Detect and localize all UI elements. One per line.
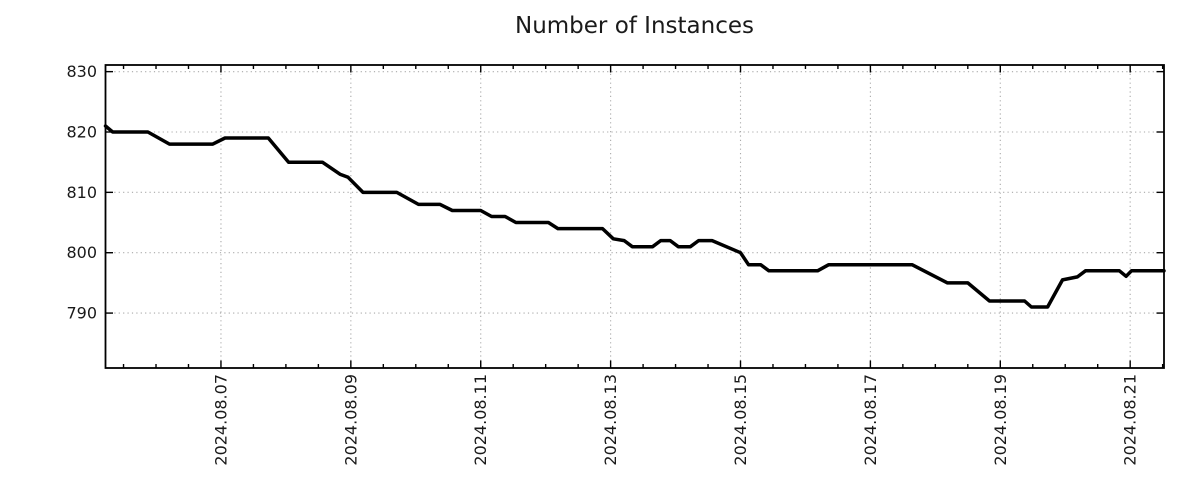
y-tick-label: 830 — [66, 62, 97, 81]
gridlines — [105, 65, 1164, 368]
ticks — [105, 65, 1164, 368]
plot-frame — [104, 64, 1165, 369]
x-tick-labels: 2024.08.07 2024.08.09 2024.08.11 2024.08.13… — [211, 374, 1139, 466]
x-tick-label: 2024.08.13 — [601, 374, 620, 466]
x-tick-label: 2024.08.09 — [341, 374, 360, 466]
x-tick-label: 2024.08.17 — [861, 374, 880, 466]
x-tick-label: 2024.08.15 — [731, 374, 750, 466]
data-line-instances — [103, 124, 1166, 309]
x-tick-label: 2024.08.11 — [471, 374, 490, 466]
y-tick-label: 790 — [66, 304, 97, 323]
y-tick-label: 810 — [66, 183, 97, 202]
y-tick-label: 800 — [66, 243, 97, 262]
x-tick-label: 2024.08.07 — [211, 374, 230, 466]
chart-title: Number of Instances — [515, 13, 754, 39]
x-tick-label: 2024.08.21 — [1121, 374, 1140, 466]
y-tick-labels: 790 800 810 820 830 — [66, 62, 97, 322]
y-tick-label: 820 — [66, 122, 97, 141]
x-tick-label: 2024.08.19 — [991, 374, 1010, 466]
